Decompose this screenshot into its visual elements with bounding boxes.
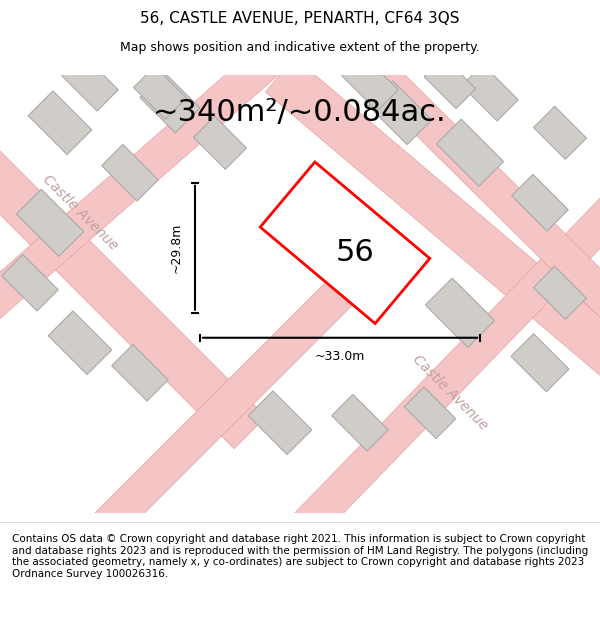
Polygon shape [0, 147, 266, 449]
Polygon shape [342, 54, 398, 111]
Polygon shape [287, 191, 600, 545]
Polygon shape [424, 57, 476, 109]
Text: ~33.0m: ~33.0m [315, 350, 365, 362]
Polygon shape [2, 254, 58, 311]
Polygon shape [425, 278, 494, 348]
Polygon shape [62, 54, 118, 111]
Polygon shape [511, 334, 569, 392]
Polygon shape [193, 116, 247, 169]
Text: ~340m²/~0.084ac.: ~340m²/~0.084ac. [153, 98, 447, 128]
Polygon shape [404, 387, 456, 439]
Text: Map shows position and indicative extent of the property.: Map shows position and indicative extent… [120, 41, 480, 54]
Polygon shape [533, 106, 587, 159]
Text: Castle Avenue: Castle Avenue [410, 352, 490, 433]
Polygon shape [436, 119, 503, 186]
Polygon shape [48, 311, 112, 374]
Polygon shape [368, 81, 432, 144]
Polygon shape [28, 91, 92, 154]
Polygon shape [260, 162, 430, 324]
Polygon shape [0, 19, 311, 326]
Polygon shape [133, 66, 187, 119]
Polygon shape [16, 189, 83, 256]
Text: 56, CASTLE AVENUE, PENARTH, CF64 3QS: 56, CASTLE AVENUE, PENARTH, CF64 3QS [140, 11, 460, 26]
Polygon shape [368, 62, 600, 325]
Polygon shape [88, 241, 392, 545]
Polygon shape [512, 174, 568, 231]
Polygon shape [248, 391, 312, 454]
Text: ~29.8m: ~29.8m [170, 222, 183, 273]
Text: Castle Avenue: Castle Avenue [40, 173, 121, 253]
Polygon shape [462, 64, 518, 121]
Polygon shape [265, 58, 600, 380]
Polygon shape [140, 72, 200, 132]
Polygon shape [332, 394, 388, 451]
Polygon shape [112, 344, 168, 401]
Text: Contains OS data © Crown copyright and database right 2021. This information is : Contains OS data © Crown copyright and d… [12, 534, 588, 579]
Polygon shape [102, 144, 158, 201]
Polygon shape [533, 266, 587, 319]
Text: 56: 56 [335, 238, 374, 268]
